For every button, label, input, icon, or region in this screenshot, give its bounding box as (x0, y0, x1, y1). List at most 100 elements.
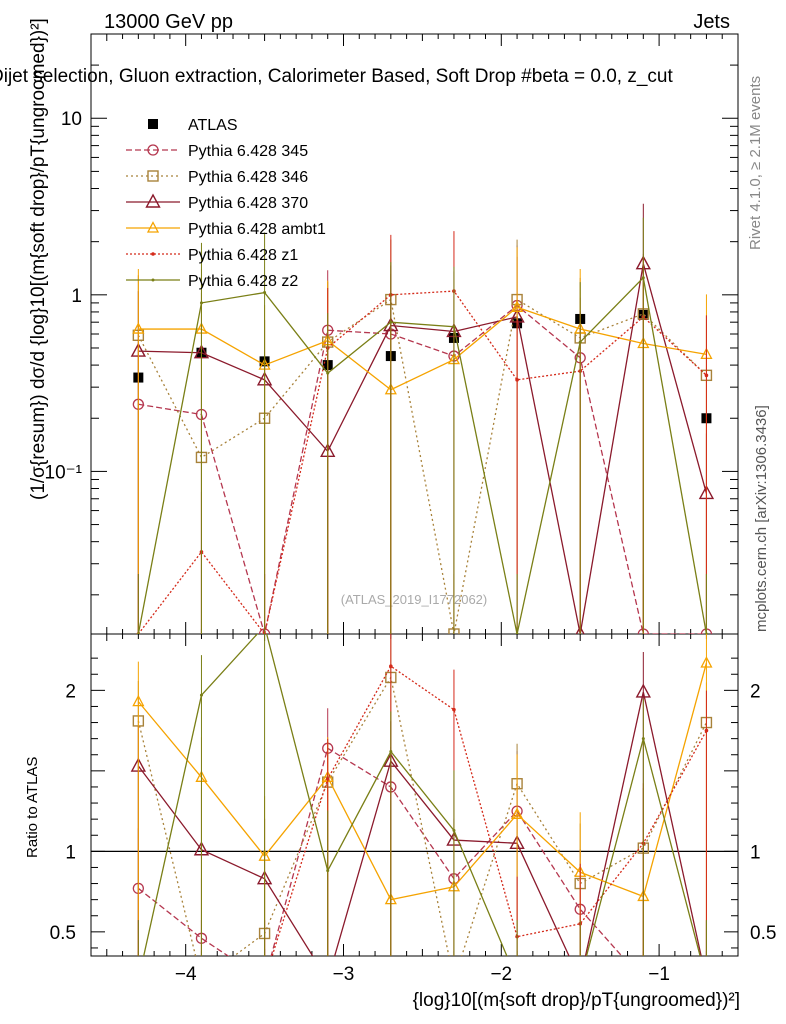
data-point (136, 632, 140, 634)
rivet-version-label: Rivet 4.1.0, ≥ 2.1M events (747, 76, 764, 250)
header-jets-label: Jets (693, 11, 730, 33)
x-axis-label: {log}10[(m{soft drop}/pT{ungroomed})²] (413, 990, 740, 1011)
plot-title: Dijet selection, Gluon extraction, Calor… (0, 66, 673, 87)
data-point (704, 632, 708, 634)
y-tick-label: 10⁻¹ (45, 462, 83, 483)
legend-marker (151, 252, 155, 256)
series-line (137, 691, 702, 956)
data-point (325, 777, 330, 781)
data-point (516, 979, 519, 982)
ratio-y-tick-label-right: 2 (750, 681, 761, 702)
legend-label: ATLAS (188, 117, 238, 134)
mcplots-label: mcplots.cern.ch [arXiv:1306.3436] (753, 405, 770, 632)
data-point (574, 973, 587, 985)
series-line (138, 263, 708, 634)
data-point (389, 320, 393, 324)
data-point (132, 694, 145, 707)
y-tick-label: 1 (71, 286, 82, 307)
data-point (704, 373, 709, 378)
data-point (705, 979, 708, 982)
legend: ATLAS Pythia 6.428 345 Pythia 6.428 346 Pyt… (126, 117, 326, 290)
series-p370 (130, 651, 713, 985)
series-z2 (136, 217, 708, 634)
series-line (138, 304, 707, 634)
ratio-plot-frame (90, 633, 739, 957)
series-line (271, 665, 708, 956)
x-tick-label: −4 (175, 964, 197, 985)
ratio-y-tick-label: 1 (65, 842, 76, 863)
series-p345 (132, 708, 711, 985)
data-point (700, 656, 713, 668)
legend-marker (147, 144, 159, 156)
data-point (579, 979, 582, 982)
data-point (578, 340, 582, 344)
data-point (701, 975, 711, 985)
data-point (510, 300, 524, 312)
legend-label: Pythia 6.428 370 (188, 195, 308, 212)
series-line (137, 290, 707, 634)
data-point (326, 371, 330, 375)
data-point (260, 975, 270, 985)
main-y-axis-label: (1/σ{resum}) dσ/d {log}10[(m{soft drop}/… (28, 18, 49, 500)
series-z1 (136, 231, 709, 634)
legend-marker (146, 221, 160, 233)
data-point (196, 975, 206, 985)
series-p370 (130, 203, 715, 634)
data-point (575, 625, 585, 634)
data-point (389, 664, 393, 668)
data-point (452, 707, 456, 712)
legend-marker (148, 119, 158, 129)
data-point (199, 301, 203, 305)
data-point (449, 975, 459, 985)
legend-marker (147, 170, 159, 182)
data-point (452, 325, 456, 329)
series-line (137, 747, 623, 956)
data-point (510, 807, 524, 819)
legend-label: Pythia 6.428 346 (188, 169, 308, 186)
ratio-y-tick-label: 0.5 (50, 923, 76, 944)
data-point (700, 973, 713, 985)
data-point (137, 979, 140, 982)
data-point (263, 291, 267, 295)
ratio-plot-data (130, 634, 713, 985)
series-line (137, 675, 708, 956)
ratio-y-tick-label-right: 1 (750, 842, 761, 863)
series-p345 (132, 245, 713, 634)
data-point (200, 978, 204, 982)
ratio-y-tick-label: 2 (65, 681, 76, 702)
data-point (635, 683, 651, 698)
data-point (132, 322, 145, 334)
series-ambt1 (132, 634, 713, 956)
ratio-y-axis-label: Ratio to ATLAS (24, 757, 41, 858)
series-line (137, 276, 708, 634)
header-energy-label: 13000 GeV pp (104, 11, 233, 33)
legend-marker (151, 278, 155, 282)
data-point (263, 978, 267, 982)
x-tick-label: −3 (333, 964, 355, 985)
analysis-watermark: (ATLAS_2019_I1772062) (341, 592, 487, 607)
series-atlas (133, 309, 712, 424)
data-point (137, 978, 141, 982)
data-point (641, 737, 645, 741)
x-tick-label: −2 (490, 964, 512, 985)
data-point (326, 869, 330, 873)
x-tick-label: −1 (648, 964, 670, 985)
data-point (389, 750, 393, 754)
data-point (641, 276, 645, 280)
data-point (704, 728, 709, 733)
data-point (515, 378, 519, 382)
series-line (143, 634, 701, 956)
series-line (137, 662, 708, 901)
series-line (138, 306, 707, 391)
data-point (199, 693, 203, 697)
axes-layer: −4 −3 −2 −1 10 1 10⁻¹ 0.5 0.5 1 1 2 2 (45, 33, 776, 985)
legend-marker (145, 193, 161, 208)
series-z2 (137, 634, 708, 982)
ratio-y-tick-label-right: 0.5 (750, 923, 776, 944)
y-tick-label: 10 (61, 109, 82, 130)
data-point (638, 975, 648, 985)
series-line (137, 298, 707, 634)
legend-label: Pythia 6.428 ambt1 (188, 221, 326, 238)
data-point (515, 632, 519, 634)
